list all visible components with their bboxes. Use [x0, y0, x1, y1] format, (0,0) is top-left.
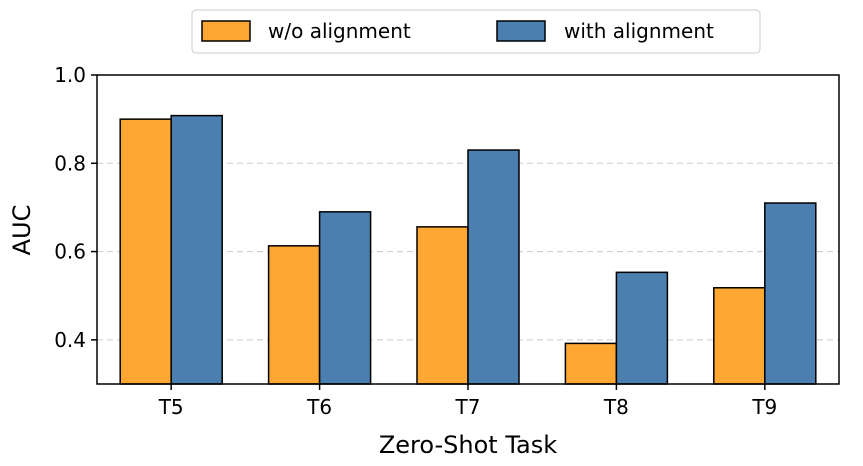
legend-swatch-with-alignment: [496, 20, 546, 42]
x-tick-label: T7: [455, 395, 481, 419]
bar-with-alignment-t5: [170, 114, 223, 385]
x-axis-label: Zero-Shot Task: [379, 431, 557, 459]
x-tick-label: T8: [603, 395, 629, 419]
legend-label-w-o-alignment: w/o alignment: [268, 19, 411, 43]
bars: [119, 114, 817, 385]
y-tick-label: 1.0: [54, 63, 86, 87]
y-tick-label: 0.4: [54, 328, 86, 352]
bar-with-alignment-t8: [615, 271, 669, 385]
y-axis: 0.4 0.6 0.8 1.0: [54, 63, 97, 352]
plot-frame: [96, 74, 840, 385]
bar-with-alignment-t7: [467, 149, 520, 385]
legend: w/o alignment with alignment: [191, 9, 761, 54]
bar-with-alignment-t6: [318, 211, 372, 385]
y-tick-label: 0.8: [54, 151, 86, 175]
x-tick-label: T5: [158, 395, 184, 419]
y-axis-label: AUC: [8, 205, 36, 256]
legend-swatch-w-o-alignment: [201, 20, 251, 42]
legend-frame: [191, 9, 761, 54]
x-tick-label: T6: [306, 395, 332, 419]
legend-label-with-alignment: with alignment: [564, 19, 714, 43]
y-tick-label: 0.6: [54, 240, 86, 264]
x-axis: T5 T6 T7 T8 T9: [158, 384, 777, 419]
bar-w-o-alignment-t9: [713, 287, 766, 385]
bar-w-o-alignment-t6: [267, 245, 321, 385]
bar-w-o-alignment-t7: [416, 226, 469, 385]
x-tick-label: T9: [751, 395, 777, 419]
bar-with-alignment-t9: [764, 202, 817, 385]
bar-w-o-alignment-t8: [564, 342, 618, 385]
bar-w-o-alignment-t5: [119, 118, 172, 385]
